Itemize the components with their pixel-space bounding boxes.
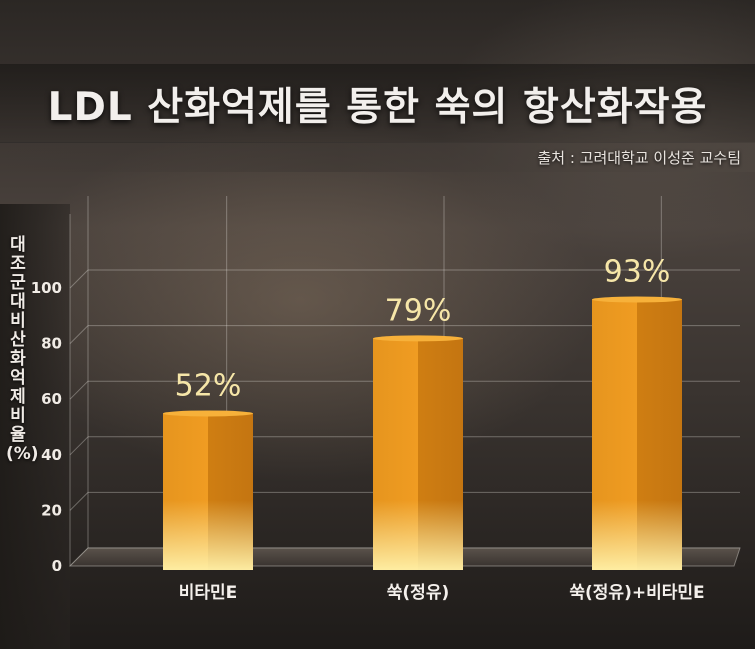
bar-glow bbox=[163, 500, 253, 570]
y-tick-labels: 0 20 40 60 80 100 bbox=[31, 279, 62, 575]
bars bbox=[163, 296, 682, 570]
data-labels: 52% 79% 93% bbox=[175, 254, 671, 403]
wall-gridline bbox=[69, 492, 89, 511]
source-credit: 출처 : 고려대학교 이성준 교수팀 bbox=[537, 149, 741, 167]
wall-gridline bbox=[69, 325, 89, 344]
wall-gridline bbox=[69, 269, 89, 289]
chart-title: LDL 산화억제를 통한 쑥의 항산화작용 bbox=[47, 85, 708, 130]
y-axis-band bbox=[0, 204, 70, 649]
y-axis-label: 대조군 대비 산화억제 비율(%) bbox=[6, 235, 39, 464]
data-label: 93% bbox=[604, 254, 671, 289]
bar-glow bbox=[373, 500, 463, 570]
y-tick-label: 60 bbox=[41, 390, 62, 408]
bar-top bbox=[163, 410, 253, 417]
y-tick-label: 100 bbox=[31, 279, 62, 297]
bar-top bbox=[373, 335, 463, 342]
data-label: 52% bbox=[175, 368, 242, 403]
source-band bbox=[0, 142, 755, 172]
category-labels: 비타민E 쑥(정유) 쑥(정유)+비타민E bbox=[179, 583, 705, 603]
y-tick-label: 20 bbox=[41, 501, 62, 519]
category-label: 쑥(정유)+비타민E bbox=[569, 583, 704, 603]
y-tick-label: 0 bbox=[52, 557, 62, 575]
category-label: 쑥(정유) bbox=[387, 583, 449, 603]
category-label: 비타민E bbox=[179, 583, 238, 603]
y-tick-label: 80 bbox=[41, 335, 62, 353]
wall-gridline bbox=[69, 380, 89, 400]
bar-top bbox=[592, 296, 682, 303]
data-label: 79% bbox=[385, 293, 452, 328]
bar-glow bbox=[592, 500, 682, 570]
y-tick-label: 40 bbox=[41, 446, 62, 464]
wall-gridline bbox=[69, 436, 89, 456]
